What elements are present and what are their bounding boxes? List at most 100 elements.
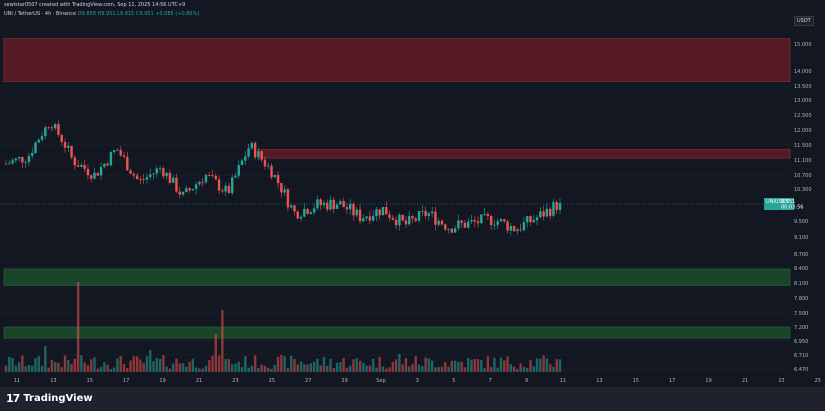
- volume-bar: [37, 356, 40, 372]
- candle: [227, 185, 231, 194]
- price-axis-label: 13.500: [794, 84, 812, 90]
- volume-bar: [171, 363, 175, 372]
- candle: [460, 220, 463, 223]
- volume-bar: [476, 359, 480, 372]
- candle: [34, 142, 37, 154]
- volume-bar: [434, 367, 437, 372]
- candle: [342, 201, 345, 208]
- volume-bar: [312, 361, 316, 372]
- time-axis[interactable]: 11 13 15 17 19 21 23 25 27 29 Sep 3 5 7 9 11 13 15 17 19 21 2…: [14, 378, 821, 384]
- volume-bar: [329, 358, 332, 372]
- volume-bar: [73, 358, 77, 372]
- candle: [358, 209, 362, 222]
- price-chart[interactable]: 15.000 14.000 13.500 13.000 12.500 12.000 11.5…: [0, 0, 825, 387]
- volume-bar: [132, 356, 136, 372]
- price-axis-label: 11.500: [794, 143, 812, 149]
- volume-bar: [34, 358, 37, 372]
- volume-bar: [358, 360, 362, 372]
- time-axis-label: 7: [489, 378, 492, 384]
- volume-bar: [86, 365, 90, 372]
- candle: [214, 175, 217, 180]
- candle: [253, 142, 257, 158]
- last-price-tag: UNIUSDT 9.951 00:03:56: [764, 198, 803, 211]
- price-axis-label: 12.000: [794, 128, 812, 134]
- volume-bar: [53, 362, 57, 372]
- time-axis-label: 25: [815, 378, 821, 384]
- candle: [329, 199, 332, 210]
- volume-bar: [463, 367, 467, 372]
- candle: [132, 173, 136, 176]
- volume-bar: [552, 366, 555, 372]
- candle: [296, 211, 299, 219]
- footer-bar: 17 TradingView: [0, 387, 825, 411]
- symbol-name[interactable]: UNI / TetherUS · 4h · Binance: [4, 11, 77, 17]
- volume-bar: [496, 367, 499, 372]
- volume-bar: [162, 355, 165, 372]
- candle: [175, 177, 178, 192]
- candle: [247, 148, 250, 157]
- volume-bar: [4, 365, 8, 372]
- volume-bar: [96, 368, 99, 372]
- volume-bar: [194, 367, 198, 372]
- price-axis-label: 8.100: [794, 281, 808, 287]
- candle: [483, 213, 486, 215]
- candle: [24, 162, 27, 163]
- volume-bar: [139, 359, 142, 372]
- volume-bar: [289, 355, 293, 372]
- candle: [90, 175, 93, 179]
- volume-bar: [339, 362, 342, 372]
- price-axis-label: 6.710: [794, 353, 808, 359]
- price-axis-label: 9.500: [794, 219, 808, 225]
- price-axis-label: 14.000: [794, 69, 812, 75]
- candle: [299, 216, 303, 219]
- volume-bar: [67, 360, 70, 372]
- volume-bar: [63, 355, 67, 372]
- volume-bar: [267, 367, 270, 372]
- brand-link[interactable]: 17 TradingView: [6, 392, 93, 405]
- candle: [14, 158, 18, 161]
- candle: [283, 189, 286, 193]
- support-zone: [3, 268, 791, 286]
- volume-bar: [149, 350, 152, 372]
- volume-bar: [76, 282, 80, 372]
- candle: [411, 216, 414, 219]
- candle: [171, 177, 175, 183]
- candle: [53, 124, 57, 129]
- price-axis-label: 9.100: [794, 235, 808, 241]
- candle: [349, 203, 352, 210]
- candle: [476, 221, 480, 224]
- candle: [257, 151, 260, 158]
- price-axis[interactable]: 15.000 14.000 13.500 13.000 12.500 12.000 11.5…: [794, 42, 812, 373]
- volume-bar: [411, 364, 414, 372]
- tradingview-logo-icon: 17: [6, 392, 20, 405]
- price-axis-label: 8.400: [794, 266, 808, 272]
- volume-bar: [234, 363, 237, 372]
- volume-bar: [50, 359, 54, 372]
- candle: [40, 136, 44, 140]
- candle: [11, 160, 14, 164]
- candle: [499, 219, 503, 222]
- candle: [198, 181, 201, 185]
- volume-bar: [385, 368, 388, 372]
- candle: [345, 207, 349, 210]
- price-axis-label: 6.470: [794, 367, 808, 373]
- volume-bar: [185, 366, 188, 372]
- candle: [158, 168, 162, 169]
- time-axis-label: 17: [669, 378, 675, 384]
- volume-bar: [539, 358, 542, 372]
- volume-bar: [503, 360, 506, 372]
- volume-bar: [326, 365, 329, 372]
- candle: [463, 222, 467, 228]
- candle: [352, 203, 355, 216]
- volume-bar: [191, 358, 195, 372]
- candle: [204, 174, 208, 183]
- symbol-legend[interactable]: UNI / TetherUS · 4h · Binance O9.858 H9.…: [4, 11, 199, 17]
- candle: [70, 145, 73, 158]
- volume-bar: [467, 357, 470, 372]
- candle: [539, 211, 542, 218]
- candle: [178, 191, 181, 195]
- volume-bar: [99, 366, 103, 372]
- candle: [67, 145, 70, 148]
- volume-bar: [391, 362, 395, 372]
- currency-badge[interactable]: USDT: [794, 16, 814, 26]
